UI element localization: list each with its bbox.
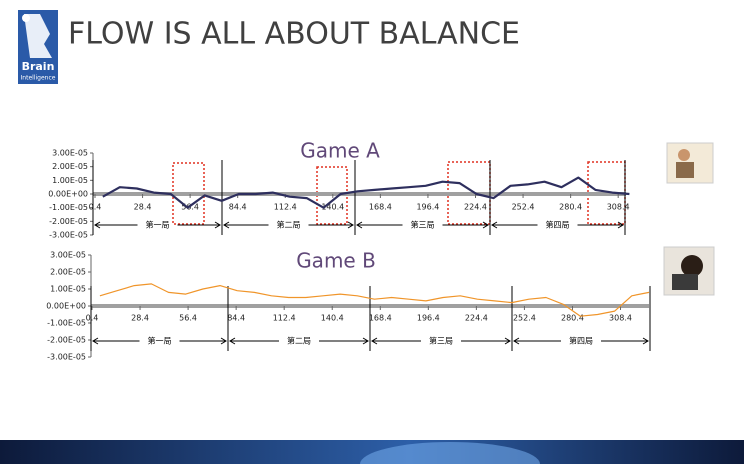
chart: Game A 3.00E-05 2.00E-05 1.00E-05 0.00E+00 -1…	[48, 139, 629, 240]
x-tick-label: 252.4	[513, 314, 536, 323]
round-arrow	[491, 221, 624, 229]
y-tick-label: 0.00E+00	[46, 302, 86, 311]
photo-figure	[672, 274, 698, 290]
x-tick-label: 28.4	[134, 203, 152, 212]
round-label: 第二局	[277, 220, 301, 230]
series-line	[102, 176, 630, 209]
x-tick-label: 308.4	[607, 203, 630, 212]
y-tick-label: 3.00E-05	[52, 149, 88, 158]
x-tick-label: 84.4	[229, 203, 247, 212]
x-tick-label: 308.4	[609, 314, 632, 323]
y-tick-label: -1.00E-05	[49, 203, 88, 212]
x-tick-label: 252.4	[512, 203, 535, 212]
y-tick-label: 1.00E-05	[50, 285, 86, 294]
x-tick-label: 56.4	[179, 314, 197, 323]
photo-b	[663, 246, 715, 296]
x-tick-label: 140.4	[321, 314, 344, 323]
slide-title: FLOW IS ALL ABOUT BALANCE	[68, 17, 520, 52]
x-tick-label: 224.4	[464, 203, 487, 212]
x-tick-label: 84.4	[227, 314, 245, 323]
series-line	[99, 283, 650, 317]
x-tick-label: 224.4	[465, 314, 488, 323]
round-label: 第四局	[569, 336, 593, 346]
y-tick-label: 1.00E-05	[52, 176, 88, 185]
x-tick-label: 280.4	[559, 203, 582, 212]
y-tick-label: -3.00E-05	[47, 353, 86, 362]
photo-figure	[681, 255, 703, 277]
y-tick-label: 0.00E+00	[48, 190, 88, 199]
y-tick-label: 3.00E-05	[50, 251, 86, 260]
photo-a	[666, 142, 714, 184]
x-tick-label: 112.4	[274, 203, 297, 212]
y-tick-label: 2.00E-05	[52, 162, 88, 171]
y-tick-label: -1.00E-05	[47, 319, 86, 328]
logo-text: Brain	[22, 60, 55, 73]
photo-figure	[678, 149, 690, 161]
round-label: 第三局	[429, 336, 453, 346]
round-label: 第三局	[411, 220, 435, 230]
round-arrow	[223, 221, 354, 229]
photo-figure	[676, 162, 694, 178]
logo-subtext: Intelligence	[21, 75, 56, 82]
x-tick-label: 0.4	[89, 203, 102, 212]
chart-title: Game A	[300, 139, 380, 163]
x-tick-label: 168.4	[369, 314, 392, 323]
chart-title: Game B	[296, 249, 376, 273]
round-label: 第一局	[146, 220, 170, 230]
round-arrow	[229, 337, 369, 345]
x-tick-label: 196.4	[416, 203, 439, 212]
round-arrow	[371, 337, 511, 345]
y-tick-label: -2.00E-05	[49, 217, 88, 226]
logo: Brain Intelligence	[18, 10, 58, 84]
round-arrow	[94, 221, 221, 229]
round-label: 第一局	[148, 336, 172, 346]
x-tick-label: 0.4	[86, 314, 99, 323]
x-tick-label: 140.4	[321, 203, 344, 212]
footer-glow	[360, 442, 540, 464]
y-tick-label: 2.00E-05	[50, 268, 86, 277]
round-arrow	[513, 337, 649, 345]
chart: Game B 3.00E-05 2.00E-05 1.00E-05 0.00E+00 -1…	[46, 249, 651, 362]
round-arrow	[356, 221, 489, 229]
y-tick-label: -3.00E-05	[49, 231, 88, 240]
round-label: 第二局	[287, 336, 311, 346]
round-label: 第四局	[546, 220, 570, 230]
logo-head	[24, 14, 52, 58]
x-tick-label: 28.4	[131, 314, 149, 323]
x-tick-label: 168.4	[369, 203, 392, 212]
round-arrow	[92, 337, 227, 345]
x-tick-label: 112.4	[273, 314, 296, 323]
x-tick-label: 280.4	[561, 314, 584, 323]
x-tick-label: 196.4	[417, 314, 440, 323]
logo-dot	[22, 14, 30, 22]
y-tick-label: -2.00E-05	[47, 336, 86, 345]
